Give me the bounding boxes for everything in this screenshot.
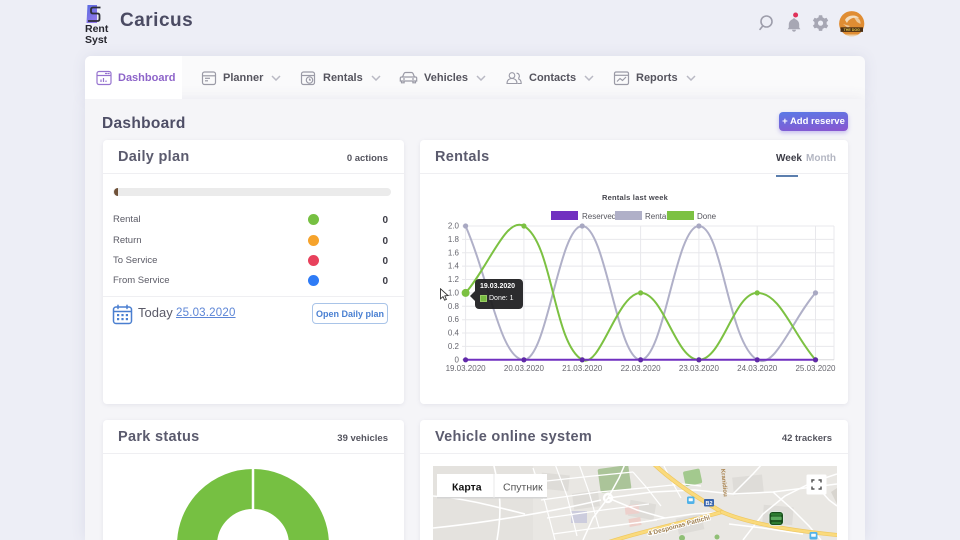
svg-text:0.4: 0.4: [448, 329, 460, 338]
svg-text:0.8: 0.8: [448, 302, 460, 311]
svg-text:0.6: 0.6: [448, 315, 460, 324]
svg-text:21.03.2020: 21.03.2020: [562, 364, 603, 373]
svg-text:20.03.2020: 20.03.2020: [504, 364, 545, 373]
svg-text:Карта: Карта: [452, 482, 482, 494]
svg-text:19.03.2020: 19.03.2020: [446, 364, 487, 373]
svg-text:Kranidiou: Kranidiou: [719, 469, 728, 498]
svg-text:1.4: 1.4: [448, 262, 460, 271]
svg-text:24.03.2020: 24.03.2020: [737, 364, 778, 373]
svg-text:THE DOG: THE DOG: [844, 28, 861, 32]
svg-text:1.2: 1.2: [448, 275, 460, 284]
svg-text:B2: B2: [705, 501, 712, 507]
svg-text:0.2: 0.2: [448, 342, 460, 351]
svg-text:1.8: 1.8: [448, 235, 460, 244]
svg-text:Спутник: Спутник: [503, 482, 543, 494]
svg-text:2.0: 2.0: [448, 222, 460, 231]
svg-text:1.0: 1.0: [448, 288, 460, 297]
svg-text:25.03.2020: 25.03.2020: [795, 364, 836, 373]
svg-text:23.03.2020: 23.03.2020: [679, 364, 720, 373]
svg-text:1.6: 1.6: [448, 248, 460, 257]
svg-text:22.03.2020: 22.03.2020: [621, 364, 662, 373]
svg-text:0: 0: [455, 355, 460, 364]
